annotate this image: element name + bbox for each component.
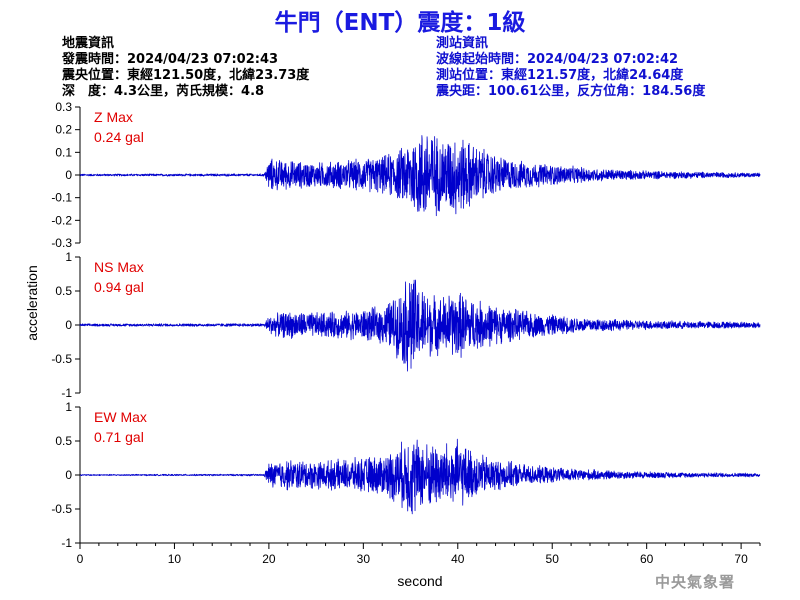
x-tick-label: 10 (168, 552, 182, 566)
max-label-ew: EW Max (94, 409, 147, 425)
y-tick-label-z: -0.1 (51, 191, 72, 205)
x-tick-label: 20 (262, 552, 276, 566)
y-tick-label-ew: -0.5 (51, 502, 72, 516)
origin-time: 發震時間：2024/04/23 07:02:43 (62, 52, 279, 67)
station-location: 測站位置：東經121.57度，北緯24.64度 (436, 68, 684, 83)
waveform-ns (79, 279, 761, 372)
waveform-ew (79, 438, 761, 515)
y-axis-label: acceleration (24, 265, 40, 341)
x-tick-label: 40 (451, 552, 465, 566)
station-info-block: 測站資訊 波線起始時間：2024/04/23 07:02:42 測站位置：東經1… (436, 36, 705, 100)
max-value-ew: 0.71 gal (94, 429, 144, 445)
x-tick-label: 50 (546, 552, 560, 566)
y-tick-label-z: -0.3 (51, 236, 72, 250)
chart-title: 牛門（ENT）震度：1級 (274, 10, 526, 36)
quake-info-block: 地震資訊 發震時間：2024/04/23 07:02:43 震央位置：東經121… (62, 36, 309, 100)
max-label-ns: NS Max (94, 259, 144, 275)
epicentral-distance: 震央距：100.61公里，反方位角：184.56度 (436, 84, 706, 99)
y-tick-label-z: 0.1 (55, 145, 72, 159)
wave-start-time: 波線起始時間：2024/04/23 07:02:42 (436, 52, 679, 67)
x-tick-label: 30 (357, 552, 371, 566)
y-tick-label-ns: -0.5 (51, 352, 72, 366)
x-axis-label: second (397, 573, 442, 589)
quake-info-heading: 地震資訊 (62, 36, 115, 51)
station-info-heading: 測站資訊 (436, 36, 489, 51)
epicenter-location: 震央位置：東經121.50度，北緯23.73度 (62, 68, 310, 83)
depth-magnitude: 深 度：4.3公里，芮氏規模：4.8 (62, 84, 265, 99)
x-tick-label: 70 (734, 552, 748, 566)
y-tick-label-ns: -1 (61, 386, 72, 400)
y-tick-label-z: -0.2 (51, 213, 72, 227)
waveform-z (79, 135, 761, 217)
max-value-ns: 0.94 gal (94, 279, 144, 295)
y-tick-label-ns: 0.5 (55, 284, 72, 298)
y-tick-label-ew: 0 (65, 468, 72, 482)
y-tick-label-ew: 0.5 (55, 434, 72, 448)
y-tick-label-z: 0.2 (55, 123, 72, 137)
y-tick-label-z: 0 (65, 168, 72, 182)
y-tick-label-ns: 0 (65, 318, 72, 332)
y-tick-label-ew: 1 (65, 400, 72, 414)
agency-logo-text: 中央氣象署 (655, 573, 736, 591)
y-tick-label-ew: -1 (61, 536, 72, 550)
y-tick-label-z: 0.3 (55, 100, 72, 114)
y-tick-label-ns: 1 (65, 250, 72, 264)
max-value-z: 0.24 gal (94, 129, 144, 145)
x-tick-label: 0 (77, 552, 84, 566)
x-tick-label: 60 (640, 552, 654, 566)
max-label-z: Z Max (94, 109, 133, 125)
